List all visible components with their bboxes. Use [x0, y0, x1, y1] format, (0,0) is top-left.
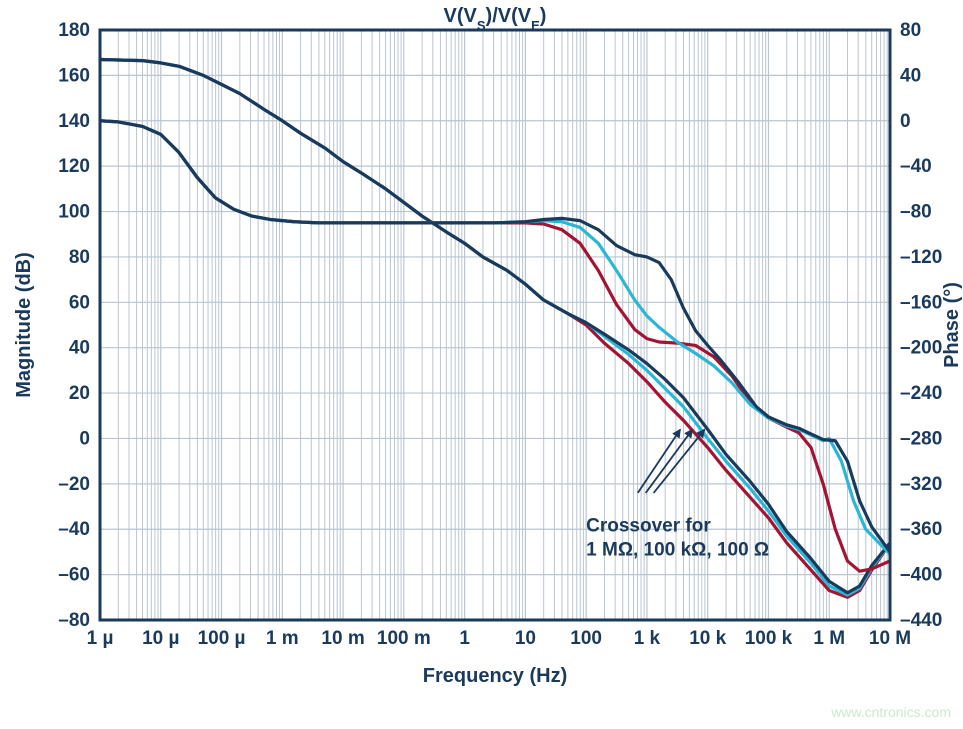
y-left-tick-label: 20 — [69, 383, 90, 404]
y-right-tick-label: –240 — [900, 383, 942, 404]
y-right-axis-label: Phase (°) — [941, 282, 963, 368]
annotation-line2: 1 MΩ, 100 kΩ, 100 Ω — [586, 540, 769, 561]
y-left-tick-label: 60 — [69, 292, 90, 313]
x-tick-label: 10 M — [869, 628, 911, 649]
x-tick-label: 1 — [459, 628, 470, 649]
y-right-tick-label: –120 — [900, 247, 942, 268]
y-right-tick-label: –400 — [900, 565, 942, 586]
y-right-tick-label: 0 — [900, 111, 911, 132]
y-left-tick-label: –80 — [58, 610, 90, 631]
y-right-tick-label: –40 — [900, 156, 932, 177]
chart-svg: Crossover for 1 MΩ, 100 kΩ, 100 Ω 1 µ 10 µ 1… — [0, 0, 963, 729]
x-tick-label: 10 k — [689, 628, 726, 649]
y-left-tick-label: 0 — [79, 428, 90, 449]
x-tick-label: 10 — [515, 628, 536, 649]
y-right-tick-label: –80 — [900, 202, 932, 223]
plot-title: V(VS)/V(VE) — [444, 5, 547, 33]
y-left-tick-label: 40 — [69, 338, 90, 359]
annotation-line1: Crossover for — [586, 516, 711, 537]
y-right-tick-label: –280 — [900, 428, 942, 449]
y-right-tick-label: 80 — [900, 20, 921, 41]
y-right-tick-label: –440 — [900, 610, 942, 631]
x-tick-label: 100 m — [377, 628, 431, 649]
y-left-tick-label: 120 — [58, 156, 90, 177]
x-tick-label: 100 — [570, 628, 602, 649]
watermark: www.cntronics.com — [830, 704, 951, 720]
y-left-tick-label: 140 — [58, 111, 90, 132]
x-tick-label: 1 m — [266, 628, 299, 649]
x-tick-label: 10 m — [321, 628, 364, 649]
y-left-tick-label: 180 — [58, 20, 90, 41]
bode-plot: Crossover for 1 MΩ, 100 kΩ, 100 Ω 1 µ 10 µ 1… — [0, 0, 963, 729]
y-left-tick-label: 160 — [58, 65, 90, 86]
y-right-tick-label: –200 — [900, 338, 942, 359]
x-tick-label: 10 µ — [142, 628, 179, 649]
x-axis-label: Frequency (Hz) — [423, 665, 567, 687]
y-right-tick-label: –160 — [900, 292, 942, 313]
y-left-tick-label: 80 — [69, 247, 90, 268]
y-left-tick-label: –60 — [58, 565, 90, 586]
x-tick-label: 1 k — [634, 628, 661, 649]
y-right-tick-label: 40 — [900, 65, 921, 86]
x-tick-label: 1 M — [813, 628, 845, 649]
y-left-axis-label: Magnitude (dB) — [13, 252, 35, 398]
y-right-tick-label: –320 — [900, 474, 942, 495]
x-tick-label: 1 µ — [87, 628, 114, 649]
x-tick-label: 100 k — [745, 628, 793, 649]
x-tick-label: 100 µ — [198, 628, 246, 649]
y-left-tick-label: 100 — [58, 202, 90, 223]
y-left-tick-label: –40 — [58, 519, 90, 540]
y-left-tick-label: –20 — [58, 474, 90, 495]
y-right-tick-label: –360 — [900, 519, 942, 540]
